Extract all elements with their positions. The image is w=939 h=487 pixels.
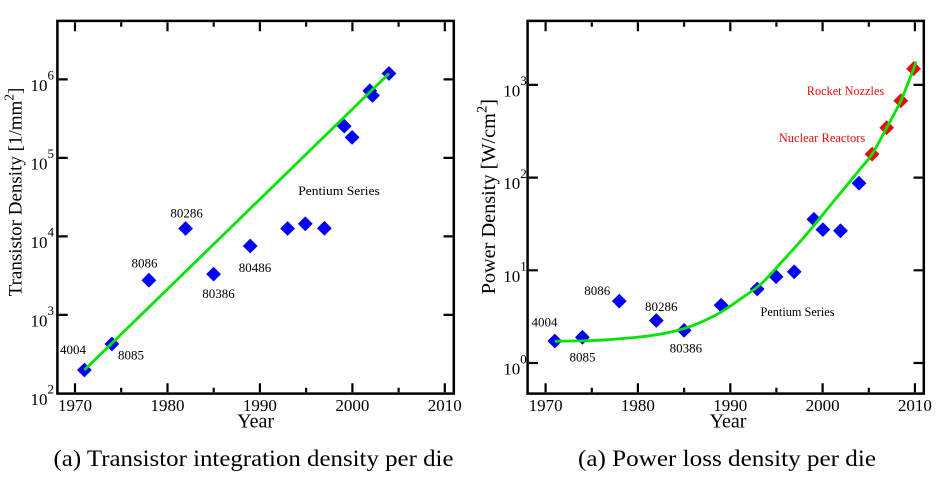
svg-text:Year: Year xyxy=(237,411,274,433)
svg-text:1970: 1970 xyxy=(529,396,563,415)
svg-text:4004: 4004 xyxy=(60,342,87,357)
svg-text:1990: 1990 xyxy=(713,396,747,415)
svg-text:80286: 80286 xyxy=(645,299,678,314)
svg-text:4004: 4004 xyxy=(532,314,559,329)
svg-text:2000: 2000 xyxy=(806,396,840,415)
svg-text:Pentium Series: Pentium Series xyxy=(298,183,380,198)
svg-text:Transistor Density [1/mm2]: Transistor Density [1/mm2] xyxy=(2,88,27,297)
svg-text:Rocket Nozzles: Rocket Nozzles xyxy=(807,83,884,98)
svg-text:1990: 1990 xyxy=(243,396,277,415)
svg-text:8085: 8085 xyxy=(570,349,596,364)
svg-text:Year: Year xyxy=(710,411,747,433)
svg-text:2010: 2010 xyxy=(898,396,932,415)
svg-text:1970: 1970 xyxy=(58,396,92,415)
svg-text:1980: 1980 xyxy=(151,396,185,415)
svg-text:2000: 2000 xyxy=(335,396,369,415)
svg-text:80286: 80286 xyxy=(170,206,203,221)
svg-text:Power Density [W/cm2]: Power Density [W/cm2] xyxy=(475,99,501,294)
svg-text:80386: 80386 xyxy=(202,286,235,301)
svg-text:8086: 8086 xyxy=(132,255,159,270)
svg-text:8085: 8085 xyxy=(118,347,144,362)
svg-text:(a) Power loss density per die: (a) Power loss density per die xyxy=(578,446,876,472)
svg-text:8086: 8086 xyxy=(584,283,611,298)
svg-text:80486: 80486 xyxy=(239,260,272,275)
svg-text:2010: 2010 xyxy=(428,396,462,415)
svg-text:Nuclear Reactors: Nuclear Reactors xyxy=(779,130,866,145)
svg-text:80386: 80386 xyxy=(670,341,703,356)
svg-text:(a) Transistor integration den: (a) Transistor integration density per d… xyxy=(54,446,454,472)
svg-text:Pentium Series: Pentium Series xyxy=(761,304,835,319)
svg-text:1980: 1980 xyxy=(621,396,655,415)
